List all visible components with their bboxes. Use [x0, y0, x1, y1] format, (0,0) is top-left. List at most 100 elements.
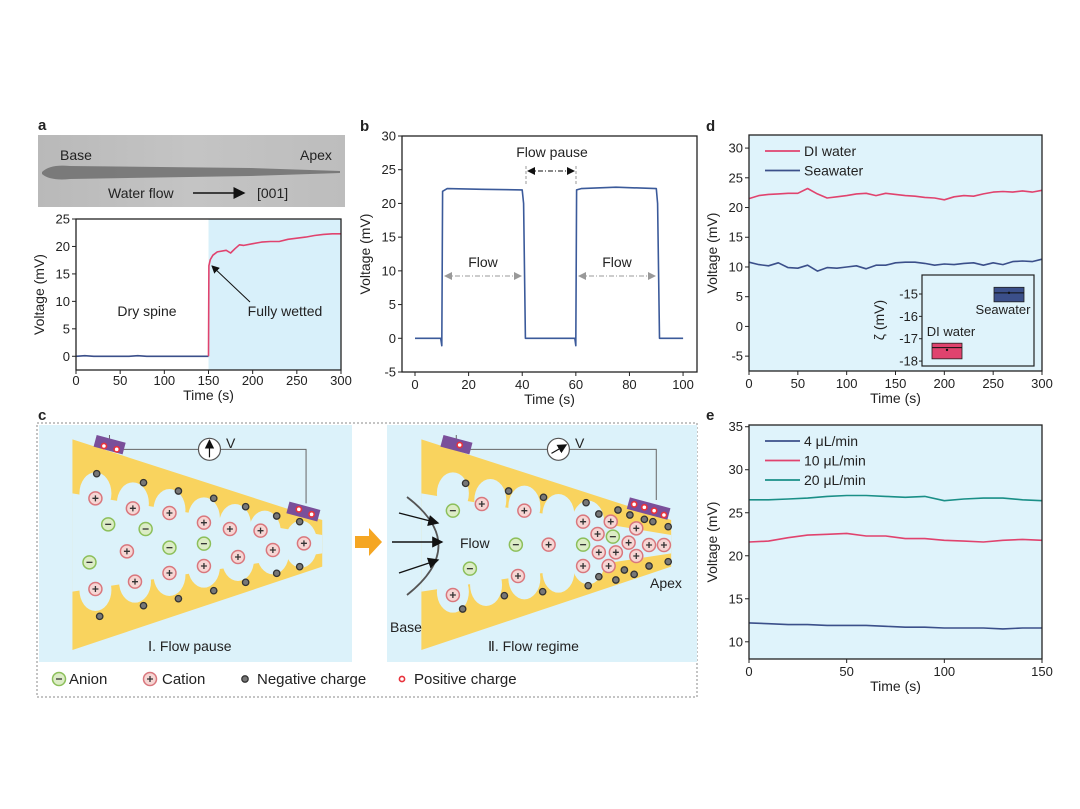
plus-sign — [129, 505, 136, 512]
negative-charge-icon — [295, 517, 304, 526]
panel-label-b: b — [360, 118, 369, 135]
flow-arrow-icon — [398, 512, 440, 526]
x-tick-label: 50 — [113, 373, 127, 388]
y-tick-label: 15 — [729, 591, 743, 606]
y-tick-label: 20 — [729, 548, 743, 563]
y-axis-label: Voltage (mV) — [704, 502, 720, 583]
positive-charge-icon — [650, 507, 658, 515]
plus-sign — [92, 495, 99, 502]
y-axis-label: Voltage (mV) — [704, 213, 720, 294]
series-line-dry-spine — [75, 354, 209, 358]
inset-seawater-label: Seawater — [976, 302, 1032, 317]
plot-frame — [401, 135, 698, 373]
flow-pause-annotation: Flow pause — [516, 144, 588, 160]
chart-panel-b: 0 20 40 60 80 100 -5 0 5 10 15 20 25 30 Time (s) Voltag… — [357, 129, 698, 407]
x-tick-label: 250 — [286, 373, 308, 388]
plus-sign — [234, 554, 241, 560]
y-tick-label: 10 — [729, 634, 743, 649]
plus-sign — [545, 541, 552, 548]
plus-sign — [226, 526, 233, 532]
negative-charge-icon — [594, 510, 603, 518]
y-tick-label: 5 — [63, 321, 70, 336]
plot-background — [749, 425, 1042, 659]
series-line-20-l-min — [749, 494, 1043, 502]
legend-label: DI water — [804, 143, 856, 159]
x-tick-label: 0 — [745, 376, 752, 391]
inset-box-seawater — [993, 286, 1025, 303]
y-tick-label: 5 — [736, 289, 743, 304]
mechanism-schematic: Ⅰ. Flow pause Ⅱ. Flow regime V V Flow Ap… — [36, 422, 698, 698]
spine-shape — [42, 165, 340, 180]
electrode — [626, 497, 671, 520]
x-tick-label: 100 — [672, 377, 694, 392]
plus-sign — [580, 518, 587, 525]
legend-negative-charge-label: Negative charge — [257, 671, 366, 688]
flow-annotation-1: Flow — [468, 254, 498, 270]
negative-charge-icon — [174, 594, 183, 603]
x-tick-label: 50 — [791, 376, 805, 391]
y-tick-label: 30 — [729, 141, 743, 156]
negative-charge-icon — [645, 562, 653, 570]
x-tick-label: 40 — [515, 377, 529, 392]
x-axis-label: Time (s) — [870, 678, 921, 694]
x-tick-label: 20 — [461, 377, 475, 392]
negative-charge-icon — [241, 502, 250, 511]
pore — [470, 564, 503, 606]
pore — [436, 472, 469, 515]
negative-charge-icon — [539, 493, 548, 502]
plus-sign — [257, 527, 264, 534]
positive-charge-icon — [398, 675, 406, 683]
voltmeter-label-2: V — [575, 435, 585, 451]
stage1-label: Ⅰ. Flow pause — [148, 638, 232, 654]
apex-label: Apex — [650, 575, 682, 591]
voltmeter-label-1: V — [226, 435, 236, 451]
plus-sign — [612, 549, 619, 556]
positive-charge-icon — [660, 511, 668, 519]
y-tick-label: 0 — [736, 319, 743, 334]
inset-y-tick-label: -16 — [899, 309, 918, 324]
series-line-voltage — [415, 186, 684, 347]
negative-charge-icon — [612, 576, 620, 584]
wetted-region-shading — [208, 219, 341, 370]
plus-sign — [607, 518, 614, 525]
plus-sign — [449, 592, 456, 598]
plus-sign — [300, 540, 307, 547]
negative-charge-icon — [241, 675, 249, 683]
y-tick-label: 0 — [63, 349, 70, 364]
negative-charge-icon — [614, 506, 622, 514]
negative-charge-icon — [209, 586, 218, 595]
x-tick-label: 100 — [153, 373, 175, 388]
negative-charge-icon — [295, 562, 304, 571]
x-tick-label: 80 — [622, 377, 636, 392]
micrograph-apex-label: Apex — [300, 147, 332, 163]
negative-charge-icon — [139, 478, 148, 487]
y-axis-label: Voltage (mV) — [357, 214, 373, 295]
y-tick-label: 5 — [389, 297, 396, 312]
plus-sign — [166, 570, 173, 576]
y-tick-label: 10 — [382, 263, 396, 278]
y-tick-label: 15 — [729, 230, 743, 245]
plus-sign — [123, 548, 130, 555]
inset-di-water-label: DI water — [927, 324, 976, 339]
x-axis-label: Time (s) — [524, 391, 575, 407]
legend-label: 10 μL/min — [804, 453, 866, 469]
x-tick-label: 100 — [836, 376, 858, 391]
fully-wetted-annotation: Fully wetted — [248, 303, 323, 319]
x-axis-label: Time (s) — [183, 387, 234, 403]
x-tick-label: 200 — [242, 373, 264, 388]
negative-charge-icon — [461, 479, 470, 488]
inset-y-tick-label: -18 — [899, 354, 918, 369]
dry-spine-annotation: Dry spine — [117, 303, 176, 319]
x-tick-label: 150 — [1031, 664, 1053, 679]
negative-charge-icon — [649, 517, 657, 526]
y-tick-label: 15 — [382, 230, 396, 245]
base-label: Base — [390, 619, 422, 635]
legend-label: 20 μL/min — [804, 472, 866, 488]
negative-charge-icon — [500, 591, 509, 600]
plus-sign — [521, 507, 528, 514]
negative-charge-icon — [241, 578, 250, 587]
y-tick-label: 25 — [729, 505, 743, 520]
inset-mean-marker — [945, 348, 949, 352]
